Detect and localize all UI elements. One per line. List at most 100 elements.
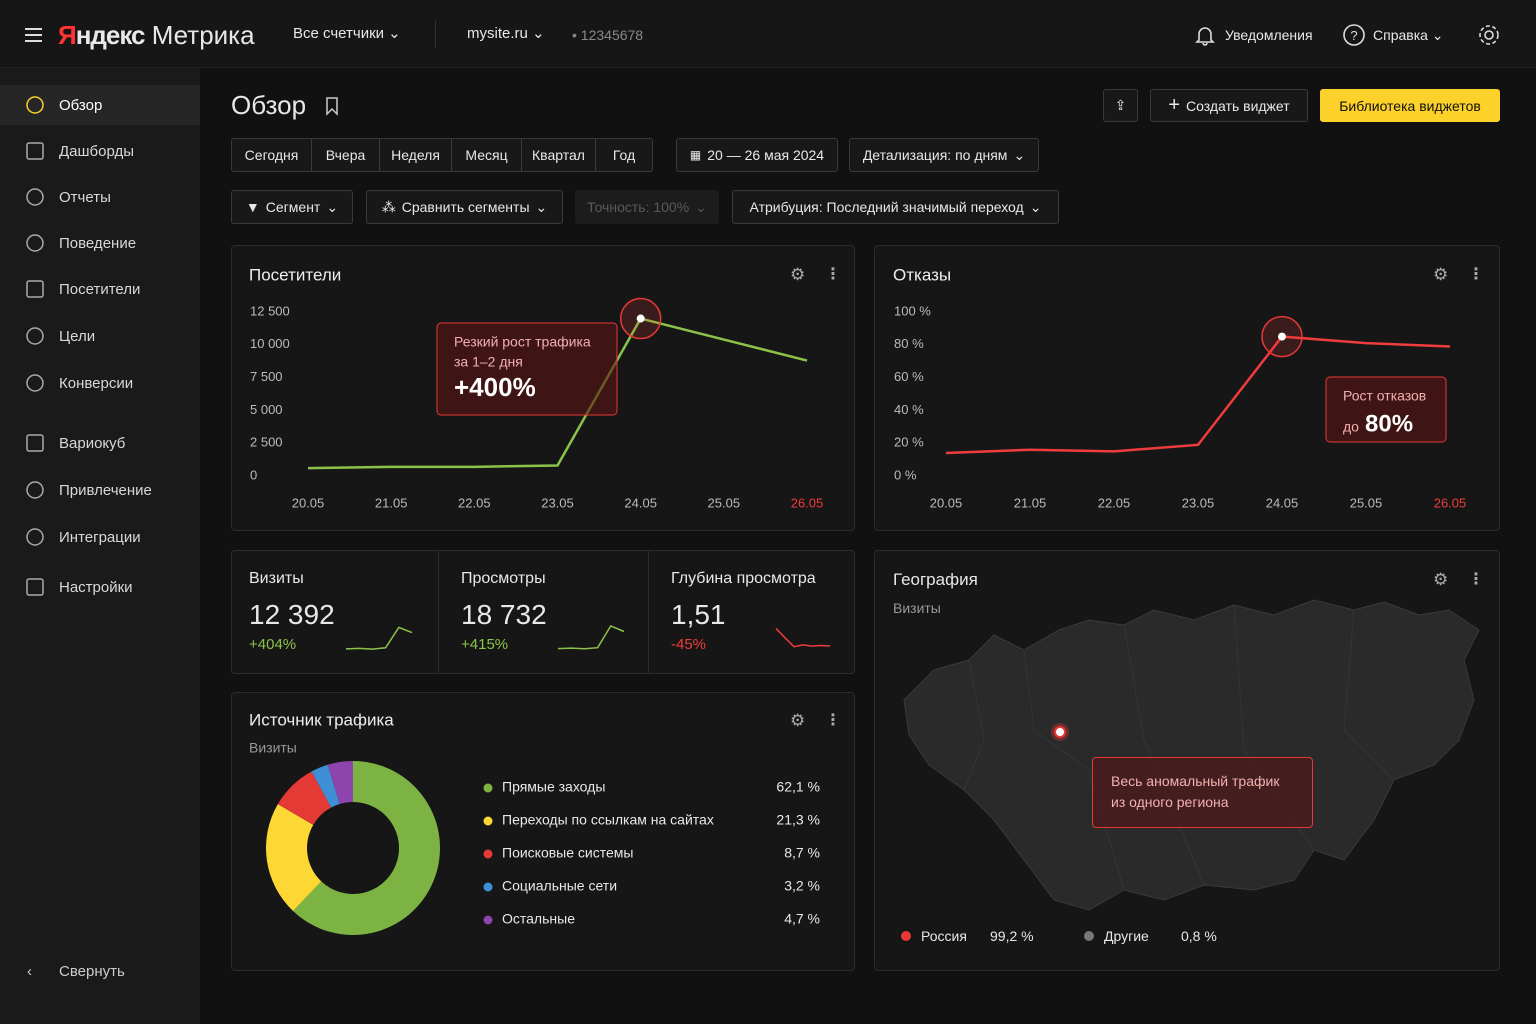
sidebar-icon bbox=[26, 374, 44, 392]
segment-icon: ▼ bbox=[245, 199, 260, 215]
settings-icon[interactable] bbox=[1477, 23, 1501, 47]
sidebar-item[interactable]: Обзор bbox=[0, 85, 200, 125]
widget-library-button[interactable]: Библиотека виджетов bbox=[1320, 89, 1500, 122]
widget-menu[interactable]: ⋮ bbox=[825, 712, 841, 729]
compare-icon: ⁂ bbox=[381, 198, 396, 215]
date-range-button[interactable]: ▦ 20 — 26 мая 2024 bbox=[676, 138, 838, 172]
sidebar-label: Дашборды bbox=[59, 142, 134, 160]
kpi-value: 18 732 bbox=[461, 599, 547, 630]
sidebar-icon bbox=[26, 434, 44, 452]
sidebar-item[interactable]: Настройки bbox=[0, 567, 200, 607]
widget-menu[interactable]: ⋮ bbox=[1468, 266, 1484, 283]
sidebar-icon bbox=[26, 528, 44, 546]
icon-shape bbox=[26, 434, 44, 452]
widget-menu[interactable]: ⋮ bbox=[825, 266, 841, 283]
legend-name: Другие bbox=[1104, 928, 1149, 944]
icon-shape bbox=[26, 96, 44, 114]
bookmark-icon[interactable] bbox=[324, 96, 340, 116]
kpi-panel bbox=[231, 550, 855, 674]
icon-shape bbox=[26, 234, 44, 252]
annotation-line: из одного региона bbox=[1111, 794, 1229, 810]
plus-icon: + bbox=[1168, 94, 1181, 116]
sidebar-item[interactable]: Интеграции bbox=[0, 517, 200, 557]
sidebar-item[interactable]: Конверсии bbox=[0, 363, 200, 403]
icon-shape bbox=[26, 528, 44, 546]
icon-shape bbox=[26, 188, 44, 206]
accuracy-label: Точность: 100% bbox=[587, 199, 690, 215]
help[interactable]: Справка ⌄ bbox=[1373, 27, 1444, 43]
sidebar-label: Настройки bbox=[59, 578, 133, 596]
sidebar-icon bbox=[26, 280, 44, 298]
sidebar-item[interactable]: Отчеты bbox=[0, 177, 200, 217]
kpi-value: 12 392 bbox=[249, 599, 335, 630]
kpi-change: +404% bbox=[249, 636, 297, 653]
map bbox=[903, 599, 1480, 911]
compare-label: Сравнить сегменты bbox=[401, 199, 530, 215]
period-button[interactable]: Вчера bbox=[311, 138, 380, 172]
bounces-panel bbox=[874, 245, 1500, 531]
divider bbox=[648, 551, 649, 673]
kpi-name: Просмотры bbox=[461, 570, 546, 587]
kpi-name: Визиты bbox=[249, 570, 304, 587]
calendar-icon: ▦ bbox=[689, 148, 702, 162]
widget-settings[interactable]: ⚙ bbox=[1433, 570, 1449, 589]
counters-select[interactable]: Все счетчики ⌄ bbox=[293, 25, 401, 42]
collapse[interactable]: ‹ Свернуть bbox=[27, 962, 125, 982]
site-label: mysite.ru bbox=[467, 25, 528, 42]
help-label: Справка bbox=[1373, 27, 1428, 43]
menu-icon[interactable] bbox=[24, 27, 44, 43]
icon-shape bbox=[26, 481, 44, 499]
sidebar-item[interactable]: Вариокуб bbox=[0, 423, 200, 463]
divider bbox=[438, 551, 439, 673]
icon-shape bbox=[26, 578, 44, 596]
sidebar-label: Поведение bbox=[59, 234, 137, 252]
collapse-icon: ‹ bbox=[27, 963, 32, 980]
segment-button[interactable]: ▼ Сегмент ⌄ bbox=[231, 190, 353, 224]
icon-shape bbox=[26, 327, 44, 345]
site-select[interactable]: mysite.ru ⌄ bbox=[467, 25, 545, 42]
share-button[interactable]: ⇪ bbox=[1103, 89, 1138, 122]
period-button[interactable]: Неделя bbox=[379, 138, 452, 172]
counter-id-text: 12345678 bbox=[580, 27, 644, 43]
divider bbox=[435, 20, 436, 48]
sidebar-icon bbox=[26, 142, 44, 160]
compare-button[interactable]: ⁂ Сравнить сегменты ⌄ bbox=[366, 190, 563, 224]
legend-value: 0,8 % bbox=[1181, 928, 1217, 944]
logo[interactable]: Яндекс Метрика bbox=[58, 18, 255, 52]
geography-annotation: Весь аномальный трафик из одного региона bbox=[1092, 757, 1313, 828]
detail-button[interactable]: Детализация: по дням ⌄ bbox=[849, 138, 1039, 172]
sidebar-item[interactable]: Посетители bbox=[0, 269, 200, 309]
sidebar-item[interactable]: Привлечение bbox=[0, 470, 200, 510]
widget-settings[interactable]: ⚙ bbox=[1433, 265, 1449, 284]
period-button[interactable]: Квартал bbox=[521, 138, 596, 172]
logo-product: Метрика bbox=[151, 20, 255, 50]
notifications[interactable]: Уведомления bbox=[1225, 27, 1313, 43]
counters-label: Все счетчики bbox=[293, 25, 385, 42]
widget-settings[interactable]: ⚙ bbox=[790, 265, 806, 284]
sidebar-item[interactable]: Дашборды bbox=[0, 131, 200, 171]
period-button[interactable]: Сегодня bbox=[231, 138, 312, 172]
bell-icon[interactable] bbox=[1194, 24, 1216, 46]
accuracy-button: Точность: 100% ⌄ bbox=[575, 190, 719, 224]
sidebar-item[interactable]: Цели bbox=[0, 316, 200, 356]
region-marker bbox=[1054, 726, 1066, 738]
attribution-button[interactable]: Атрибуция: Последний значимый переход ⌄ bbox=[732, 190, 1059, 224]
legend-name: Россия bbox=[921, 928, 967, 944]
widget-settings[interactable]: ⚙ bbox=[790, 711, 806, 730]
widget-menu[interactable]: ⋮ bbox=[1468, 571, 1484, 588]
help-icon[interactable]: ? bbox=[1342, 23, 1366, 47]
period-button[interactable]: Месяц bbox=[451, 138, 522, 172]
period-button[interactable]: Год bbox=[595, 138, 653, 172]
legend-value: 99,2 % bbox=[990, 928, 1034, 944]
create-widget-button[interactable]: + Создать виджет bbox=[1150, 89, 1308, 122]
sidebar bbox=[0, 68, 200, 1024]
date-range: 20 — 26 мая 2024 bbox=[707, 147, 825, 163]
detail-label: Детализация: по дням bbox=[862, 147, 1008, 163]
collapse-label: Свернуть bbox=[59, 963, 125, 980]
sidebar-label: Посетители bbox=[59, 280, 141, 298]
sidebar-label: Конверсии bbox=[59, 374, 134, 392]
sidebar-item[interactable]: Поведение bbox=[0, 223, 200, 263]
sidebar-icon bbox=[26, 188, 44, 206]
kpi-change: -45% bbox=[671, 636, 707, 653]
